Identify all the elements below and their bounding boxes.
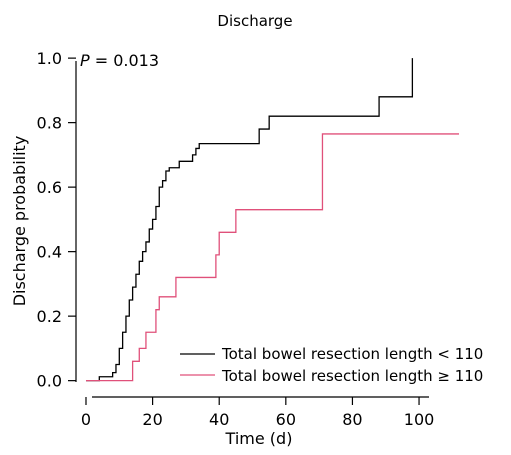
p-value: = 0.013 [90,51,159,70]
y-tick-label: 0.0 [37,372,62,391]
series-line-1 [85,58,414,382]
y-tick-label: 0.4 [37,243,62,262]
y-tick-label: 0.8 [37,114,62,133]
x-tick-label: 100 [404,410,435,429]
y-tick-label: 1.0 [37,49,62,68]
x-axis-label: Time (d) [225,429,293,448]
x-tick-label: 20 [142,410,162,429]
y-axis-label: Discharge probability [10,136,29,307]
series-layer [85,58,460,382]
legend-label-series-2: Total bowel resection length ≥ 110 [221,367,483,385]
series-line-2 [85,133,460,382]
x-tick-label: 60 [276,410,296,429]
p-value-annotation: P = 0.013 [80,51,159,70]
y-tick-label: 0.6 [37,178,62,197]
legend-label-series-1: Total bowel resection length < 110 [221,345,483,363]
p-label: P [80,51,90,70]
chart-title: Discharge [217,12,292,30]
x-tick-label: 80 [342,410,362,429]
y-tick-label: 0.2 [37,307,62,326]
x-ticks: 0 20 40 60 80 100 [81,397,434,429]
y-ticks: 0.0 0.2 0.4 0.6 0.8 1.0 [37,49,76,391]
x-tick-label: 0 [81,410,91,429]
x-tick-label: 40 [209,410,229,429]
legend: Total bowel resection length < 110 Total… [180,345,483,385]
